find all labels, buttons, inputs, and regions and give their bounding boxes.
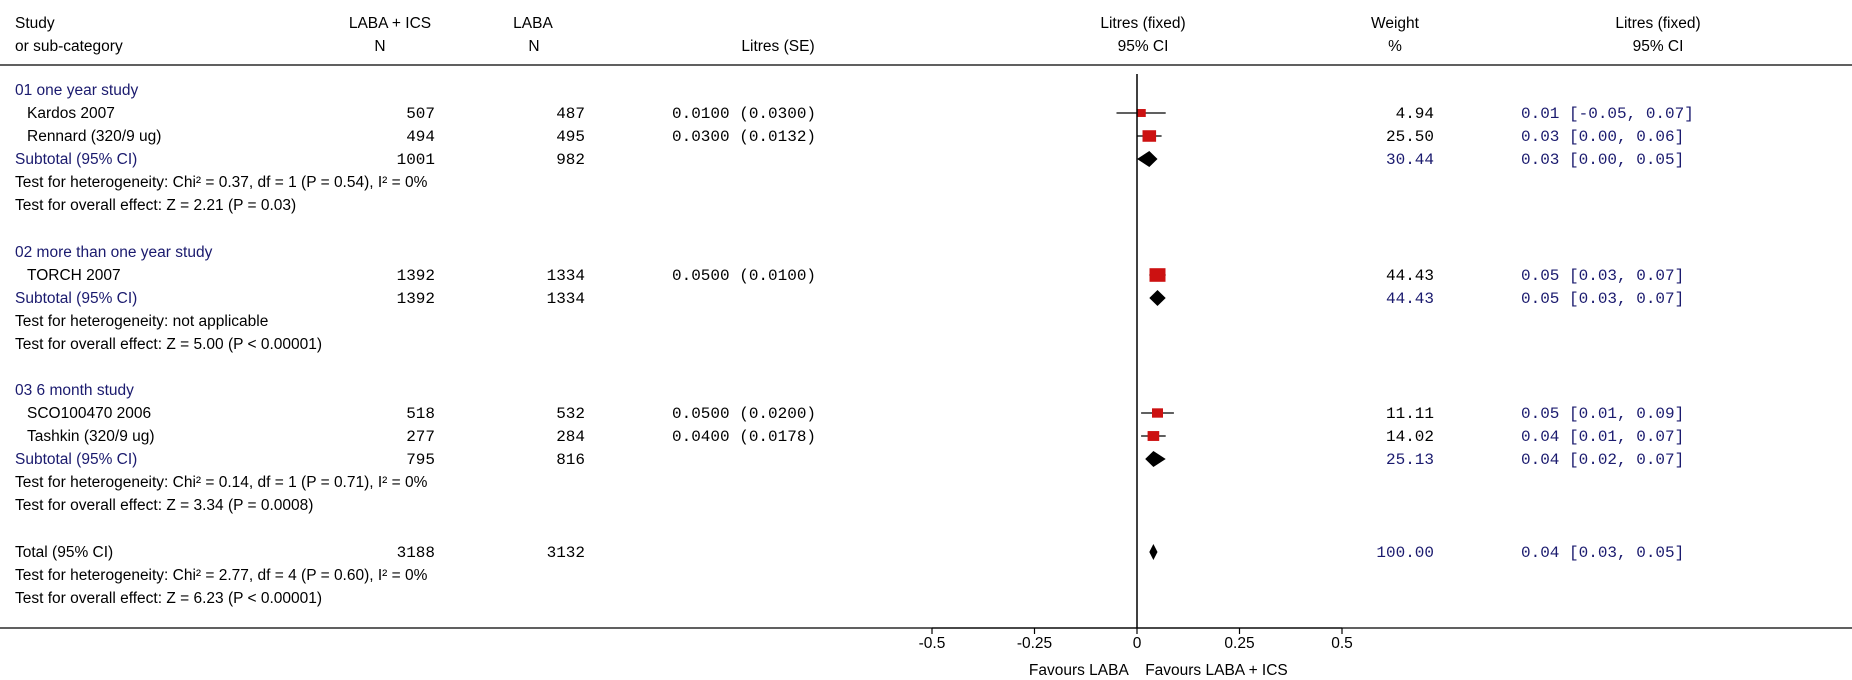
header-laba-ics: LABA + ICS bbox=[349, 15, 431, 32]
header-weight-pct: % bbox=[1388, 38, 1402, 55]
weight: 11.11 bbox=[1386, 405, 1434, 423]
x-tick-label: -0.5 bbox=[919, 635, 946, 652]
study-name: Kardos 2007 bbox=[27, 105, 115, 122]
header-laba-n: N bbox=[528, 38, 539, 55]
study-name: TORCH 2007 bbox=[27, 267, 121, 284]
n-laba-ics: 518 bbox=[406, 405, 435, 423]
weight: 14.02 bbox=[1386, 428, 1434, 446]
x-tick-label: -0.25 bbox=[1017, 635, 1052, 652]
subtotal-ci-text: 0.05 [0.03, 0.07] bbox=[1521, 290, 1684, 308]
test-line: Test for overall effect: Z = 6.23 (P < 0… bbox=[15, 590, 322, 607]
study-name: SCO100470 2006 bbox=[27, 405, 151, 422]
subtotal-n-laba-ics: 1392 bbox=[397, 290, 435, 308]
subtotal-n-laba-ics: 1001 bbox=[397, 151, 435, 169]
subtotal-weight: 30.44 bbox=[1386, 151, 1434, 169]
total-diamond bbox=[1149, 544, 1158, 560]
subtotal-ci-text: 0.04 [0.02, 0.07] bbox=[1521, 451, 1684, 469]
n-laba: 532 bbox=[556, 405, 585, 423]
subtotal-label: Subtotal (95% CI) bbox=[15, 151, 137, 168]
subtotal-label: Subtotal (95% CI) bbox=[15, 451, 137, 468]
subtotal-n-laba: 1334 bbox=[547, 290, 585, 308]
x-tick-label: 0.25 bbox=[1224, 635, 1254, 652]
header-ci-2: 95% CI bbox=[1633, 38, 1684, 55]
header-laba: LABA bbox=[513, 15, 553, 32]
favours-right-label: Favours LABA + ICS bbox=[1145, 662, 1288, 679]
group-title: 01 one year study bbox=[15, 82, 138, 99]
x-tick-label: 0 bbox=[1133, 635, 1142, 652]
effect-marker-1 bbox=[1142, 130, 1157, 142]
n-laba-ics: 1392 bbox=[397, 267, 435, 285]
test-line: Test for heterogeneity: Chi² = 0.37, df … bbox=[15, 174, 428, 191]
subtotal-n-laba: 816 bbox=[556, 451, 585, 469]
test-line: Test for overall effect: Z = 5.00 (P < 0… bbox=[15, 336, 322, 353]
subtotal-diamond-0 bbox=[1137, 151, 1158, 167]
litres-se: 0.0500 (0.0200) bbox=[672, 405, 816, 423]
weight: 44.43 bbox=[1386, 267, 1434, 285]
subtotal-label: Subtotal (95% CI) bbox=[15, 290, 137, 307]
ci-text: 0.05 [0.03, 0.07] bbox=[1521, 267, 1684, 285]
litres-se: 0.0400 (0.0178) bbox=[672, 428, 816, 446]
header-weight: Weight bbox=[1371, 15, 1420, 32]
total-label: Total (95% CI) bbox=[15, 544, 113, 561]
x-tick-label: 0.5 bbox=[1331, 635, 1353, 652]
n-laba: 1334 bbox=[547, 267, 585, 285]
n-laba-ics: 494 bbox=[406, 128, 435, 146]
header-litres-fixed-2: Litres (fixed) bbox=[1615, 15, 1700, 32]
subtotal-weight: 44.43 bbox=[1386, 290, 1434, 308]
subtotal-ci-text: 0.03 [0.00, 0.05] bbox=[1521, 151, 1684, 169]
n-laba: 495 bbox=[556, 128, 585, 146]
weight: 25.50 bbox=[1386, 128, 1434, 146]
ci-text: 0.03 [0.00, 0.06] bbox=[1521, 128, 1684, 146]
test-line: Test for overall effect: Z = 2.21 (P = 0… bbox=[15, 197, 296, 214]
test-line: Test for heterogeneity: Chi² = 2.77, df … bbox=[15, 567, 428, 584]
header-litres-se: Litres (SE) bbox=[741, 38, 814, 55]
ci-text: 0.05 [0.01, 0.09] bbox=[1521, 405, 1684, 423]
total-weight: 100.00 bbox=[1376, 544, 1434, 562]
subtotal-diamond-2 bbox=[1145, 451, 1166, 467]
study-name: Rennard (320/9 ug) bbox=[27, 128, 161, 145]
litres-se: 0.0500 (0.0100) bbox=[672, 267, 816, 285]
favours-left-label: Favours LABA bbox=[1029, 662, 1130, 679]
effect-marker-0 bbox=[1136, 109, 1146, 117]
group-title: 03 6 month study bbox=[15, 382, 134, 399]
subtotal-weight: 25.13 bbox=[1386, 451, 1434, 469]
ci-text: 0.04 [0.01, 0.07] bbox=[1521, 428, 1684, 446]
header-subcategory: or sub-category bbox=[15, 38, 123, 55]
test-line: Test for heterogeneity: not applicable bbox=[15, 313, 268, 330]
effect-marker-6 bbox=[1147, 431, 1160, 441]
weight: 4.94 bbox=[1396, 105, 1434, 123]
header-ci: 95% CI bbox=[1118, 38, 1169, 55]
header-litres-fixed: Litres (fixed) bbox=[1100, 15, 1185, 32]
subtotal-diamond-1 bbox=[1149, 290, 1166, 306]
total-n-laba-ics: 3188 bbox=[397, 544, 435, 562]
study-name: Tashkin (320/9 ug) bbox=[27, 428, 155, 445]
test-line: Test for overall effect: Z = 3.34 (P = 0… bbox=[15, 497, 313, 514]
group-title: 02 more than one year study bbox=[15, 244, 213, 261]
litres-se: 0.0100 (0.0300) bbox=[672, 105, 816, 123]
total-ci-text: 0.04 [0.03, 0.05] bbox=[1521, 544, 1684, 562]
subtotal-n-laba: 982 bbox=[556, 151, 585, 169]
n-laba: 487 bbox=[556, 105, 585, 123]
header-laba-ics-n: N bbox=[374, 38, 385, 55]
effect-marker-3 bbox=[1149, 268, 1166, 282]
header-study: Study bbox=[15, 15, 55, 32]
total-n-laba: 3132 bbox=[547, 544, 585, 562]
ci-text: 0.01 [-0.05, 0.07] bbox=[1521, 105, 1694, 123]
n-laba-ics: 507 bbox=[406, 105, 435, 123]
n-laba: 284 bbox=[556, 428, 585, 446]
test-line: Test for heterogeneity: Chi² = 0.14, df … bbox=[15, 474, 428, 491]
n-laba-ics: 277 bbox=[406, 428, 435, 446]
effect-marker-5 bbox=[1152, 408, 1163, 418]
litres-se: 0.0300 (0.0132) bbox=[672, 128, 816, 146]
subtotal-n-laba-ics: 795 bbox=[406, 451, 435, 469]
